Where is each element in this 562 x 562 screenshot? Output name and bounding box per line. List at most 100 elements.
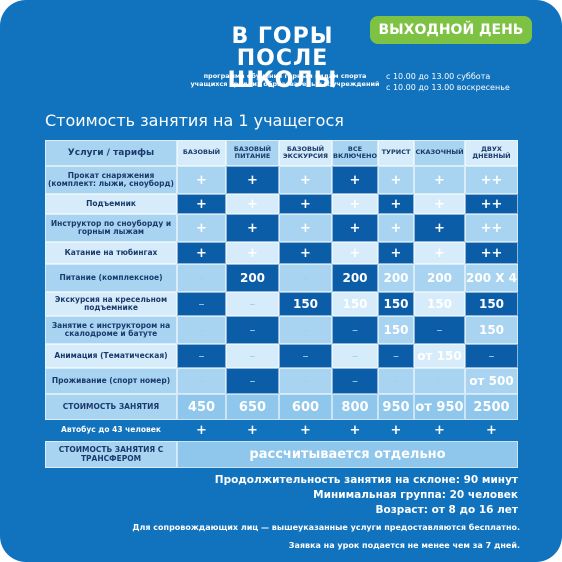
- tariff-cell: от 500: [465, 368, 518, 394]
- service-row-label: Прокат снаряжения (комплект: лыжи, сноуб…: [45, 166, 177, 194]
- service-row-label: Катание на тюбингах: [45, 242, 177, 264]
- tariff-cell: +: [390, 423, 402, 438]
- program-info: Продолжительность занятия на склоне: 90 …: [150, 473, 518, 518]
- tariff-cell: 200: [378, 264, 414, 292]
- tariff-cell: 150: [465, 292, 518, 316]
- tariff-cell: ++: [465, 194, 518, 214]
- schedule: с 10.00 до 13.00 суббота с 10.00 до 13.0…: [386, 71, 510, 93]
- service-row-label: Автобус до 43 человек: [61, 425, 161, 435]
- tariff-cell: –: [177, 264, 226, 292]
- tariff-cell: +: [196, 423, 207, 438]
- tariff-cell: ++: [465, 214, 518, 242]
- tariff-cell: –: [332, 368, 378, 394]
- companions-note: Для сопровождающих лиц — вышеуказанные у…: [132, 523, 520, 532]
- schedule-line-2: с 10.00 до 13.00 воскресенье: [386, 83, 510, 92]
- tariff-cell: +: [414, 214, 465, 242]
- tariff-cell: –: [414, 316, 465, 344]
- tariff-cell: –: [177, 316, 226, 344]
- logo-line-1: В ГОРЫ: [231, 24, 334, 49]
- tariff-cell: +: [279, 242, 332, 264]
- tariff-cell: 150: [378, 292, 414, 316]
- service-row-label: Занятие с инструктором на скалодроме и б…: [45, 316, 177, 344]
- schedule-line-1: с 10.00 до 13.00 суббота: [386, 72, 491, 81]
- tariff-cell: 200: [226, 264, 279, 292]
- tariff-cell: –: [378, 344, 414, 368]
- tariff-cell: –: [414, 368, 465, 394]
- table-header-tariff: ВСЕ ВКЛЮЧЕНО: [332, 140, 378, 166]
- table-title: Стоимость занятия на 1 учащегося: [45, 111, 344, 130]
- tariff-cell: +: [332, 194, 378, 214]
- service-row-label: Питание (комплексное): [45, 264, 177, 292]
- tariff-cell: –: [279, 264, 332, 292]
- tariff-cell: –: [226, 316, 279, 344]
- tariff-cell: +: [378, 214, 414, 242]
- table-header-tariff: БАЗОВЫЙ: [177, 140, 226, 166]
- tariff-cell: +: [332, 166, 378, 194]
- service-row-label: Инструктор по сноуборду и горным лыжам: [45, 214, 177, 242]
- service-row-label: Экскурсия на кресельном подъемнике: [45, 292, 177, 316]
- tariff-cell: +: [177, 194, 226, 214]
- tariff-cell: +: [226, 166, 279, 194]
- tariff-cell: –: [226, 292, 279, 316]
- total-row-label: СТОИМОСТЬ ЗАНЯТИЯ: [45, 394, 177, 420]
- tariff-cell: +: [414, 194, 465, 214]
- total-price-cell: 800: [332, 394, 378, 420]
- tariff-cell: 150: [378, 316, 414, 344]
- tariff-cell: –: [177, 368, 226, 394]
- tariff-cell: +: [226, 242, 279, 264]
- total-price-cell: 600: [279, 394, 332, 420]
- age-text: Возраст: от 8 до 16 лет: [375, 504, 518, 516]
- total-price-cell: от 950: [414, 394, 465, 420]
- tariff-cell: 150: [332, 292, 378, 316]
- tariff-cell: 150: [414, 292, 465, 316]
- tariff-cell: –: [279, 368, 332, 394]
- service-row-label: Подъемник: [45, 194, 177, 214]
- tariff-cell: –: [177, 344, 226, 368]
- tariff-cell: 200: [414, 264, 465, 292]
- logo: В ГОРЫ ПОСЛЕ ШКОЛЫ: [200, 26, 365, 92]
- table-header-tariff: СКАЗОЧНЫЙ: [414, 140, 465, 166]
- table-header-tariff: ДВУХ ДНЕВНЫЙ: [465, 140, 518, 166]
- tariff-cell: –: [332, 316, 378, 344]
- tariff-cell: +: [279, 166, 332, 194]
- transfer-price-cell: рассчитывается отдельно: [177, 441, 518, 468]
- total-price-cell: 2500: [465, 394, 518, 420]
- tariff-cell: +: [332, 242, 378, 264]
- tariff-cell: –: [332, 344, 378, 368]
- tariff-cell: +: [279, 214, 332, 242]
- transfer-row-label: СТОИМОСТЬ ЗАНЯТИЯ С ТРАНСФЕРОМ: [45, 441, 177, 468]
- tariff-cell: 200: [332, 264, 378, 292]
- tariff-cell: –: [465, 344, 518, 368]
- tariff-cell: ++: [465, 242, 518, 264]
- service-row-label: Проживание (спорт номер): [45, 368, 177, 394]
- tariff-cell: 150: [279, 292, 332, 316]
- day-off-badge: ВЫХОДНОЙ ДЕНЬ: [370, 16, 532, 44]
- tariff-cell: 150: [465, 316, 518, 344]
- tariff-cell: +: [247, 423, 258, 438]
- tariff-cell: ++: [465, 166, 518, 194]
- total-price-cell: 450: [177, 394, 226, 420]
- tariff-cell: +: [279, 194, 332, 214]
- tariff-cell: +: [349, 423, 361, 438]
- booking-note: Заявка на урок подается не менее чем за …: [288, 541, 520, 550]
- tariff-cell: –: [177, 292, 226, 316]
- duration-text: Продолжительность занятия на склоне: 90 …: [214, 474, 518, 486]
- tariff-cell: +: [226, 214, 279, 242]
- tariff-cell: +: [378, 166, 414, 194]
- tariff-cell: +: [414, 242, 465, 264]
- tariff-cell: –: [279, 316, 332, 344]
- tariff-cell: –: [279, 344, 332, 368]
- tariff-cell: +: [486, 423, 497, 438]
- tariff-cell: +: [226, 194, 279, 214]
- tariff-cell: 200 X 4: [465, 264, 518, 292]
- subtitle-line-2: учащихся средних образовательных учрежде…: [190, 80, 380, 88]
- tariff-cell: +: [300, 423, 311, 438]
- tariff-cell: +: [434, 423, 445, 438]
- total-price-cell: 950: [378, 394, 414, 420]
- tariff-cell: +: [378, 194, 414, 214]
- table-header-tariff: ТУРИСТ: [378, 140, 414, 166]
- tariff-cell: +: [332, 214, 378, 242]
- subtitle-line-1: программа обучения горным видам спорта: [203, 72, 367, 80]
